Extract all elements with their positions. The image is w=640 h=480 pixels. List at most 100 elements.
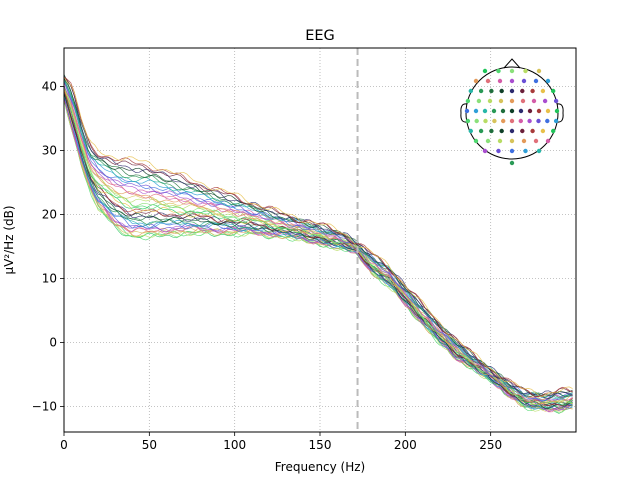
- sensor-dot: [536, 108, 542, 114]
- sensor-dot: [540, 88, 546, 94]
- sensor-dot: [530, 128, 535, 134]
- sensor-dot: [533, 78, 539, 84]
- sensor-dot: [509, 118, 515, 124]
- sensor-dot: [499, 128, 504, 134]
- sensor-dot: [533, 138, 539, 144]
- sensor-dot: [553, 98, 559, 104]
- sensor-dot: [509, 88, 515, 94]
- sensor-dot: [509, 138, 515, 144]
- sensor-dot: [527, 118, 532, 124]
- left-ear-outline: [460, 103, 468, 123]
- x-tick-label: 50: [142, 438, 157, 452]
- channel-line: [63, 76, 573, 398]
- y-tick-label: 10: [42, 271, 57, 285]
- channel-line: [63, 79, 573, 400]
- sensor-dot: [509, 160, 515, 166]
- sensor-dot: [482, 148, 488, 154]
- sensor-dot: [473, 108, 479, 114]
- sensor-dot: [468, 88, 473, 94]
- x-tick-label: 250: [479, 438, 502, 452]
- sensor-dot: [520, 98, 526, 104]
- sensor-dot: [521, 138, 527, 144]
- sensor-dot: [553, 118, 559, 124]
- sensor-dot: [487, 98, 493, 104]
- y-tick-label: 40: [42, 79, 57, 93]
- y-tick-label: 0: [49, 335, 57, 349]
- channel-line: [63, 80, 573, 399]
- sensor-dot: [465, 98, 471, 104]
- sensor-dot: [478, 128, 484, 134]
- sensor-dot: [478, 88, 484, 94]
- sensor-dot: [474, 118, 479, 124]
- sensor-dot: [465, 118, 471, 124]
- sensor-dot: [476, 98, 482, 104]
- sensor-dot: [509, 98, 515, 104]
- sensor-dot: [473, 78, 479, 84]
- sensor-dot: [536, 68, 542, 74]
- sensor-dot: [545, 108, 551, 114]
- sensor-dot: [540, 128, 546, 134]
- x-tick-label: 100: [223, 438, 246, 452]
- right-ear-outline: [556, 103, 564, 123]
- sensor-dot: [536, 148, 542, 154]
- x-axis-ticks: 0 50 100 150 200 250: [60, 432, 502, 452]
- y-tick-label: −10: [32, 399, 57, 413]
- sensor-dot: [464, 108, 470, 114]
- sensor-dot: [509, 68, 515, 74]
- sensor-dot: [489, 128, 494, 134]
- channel-line: [63, 76, 573, 398]
- sensor-dot: [497, 138, 503, 144]
- sensor-dot: [509, 78, 515, 84]
- sensor-dot: [520, 88, 525, 94]
- sensor-dot: [489, 88, 494, 94]
- sensor-dot: [521, 78, 527, 84]
- sensor-dot: [491, 108, 497, 114]
- x-tick-label: 200: [394, 438, 417, 452]
- x-tick-label: 150: [309, 438, 332, 452]
- sensor-dot: [523, 68, 528, 74]
- sensor-dot: [520, 128, 525, 134]
- sensor-dot: [554, 108, 560, 114]
- sensor-dot: [523, 148, 528, 154]
- x-axis-label: Frequency (Hz): [275, 460, 366, 474]
- sensor-dot: [492, 118, 497, 124]
- sensor-dot: [551, 88, 556, 94]
- sensor-dot: [483, 118, 488, 124]
- sensor-dot: [527, 108, 533, 114]
- sensor-dot: [482, 68, 488, 74]
- sensor-dot: [531, 98, 537, 104]
- sensor-dot: [496, 68, 501, 74]
- channel-line: [63, 84, 573, 404]
- sensor-dot: [545, 138, 551, 144]
- y-axis-label: µV²/Hz (dB): [2, 205, 16, 274]
- sensor-topomap-inset: [460, 58, 564, 166]
- sensor-dot: [499, 88, 504, 94]
- sensor-dot: [496, 148, 501, 154]
- channel-line: [63, 89, 573, 406]
- sensor-dot: [468, 128, 473, 134]
- y-axis-ticks: −10 0 10 20 30 40: [32, 79, 64, 413]
- sensor-dot: [545, 118, 550, 124]
- nose-outline: [503, 58, 521, 69]
- x-tick-label: 0: [60, 438, 68, 452]
- sensor-dot: [485, 138, 491, 144]
- sensor-dot: [530, 88, 535, 94]
- sensor-dot: [473, 138, 479, 144]
- sensor-dot: [551, 128, 556, 134]
- sensor-dot: [545, 78, 551, 84]
- chart-title: EEG: [305, 28, 335, 44]
- sensor-dot: [542, 98, 548, 104]
- sensor-dot: [536, 118, 541, 124]
- channel-lines: [63, 74, 573, 414]
- y-tick-label: 20: [42, 207, 57, 221]
- sensor-dot: [501, 118, 506, 124]
- sensor-dot: [500, 108, 506, 114]
- sensor-dot: [509, 128, 515, 134]
- sensor-dot: [509, 108, 515, 114]
- head-outline: [465, 66, 559, 160]
- sensor-dot: [509, 148, 515, 154]
- channel-line: [63, 92, 573, 409]
- sensor-dot: [518, 108, 524, 114]
- channel-line: [63, 75, 573, 396]
